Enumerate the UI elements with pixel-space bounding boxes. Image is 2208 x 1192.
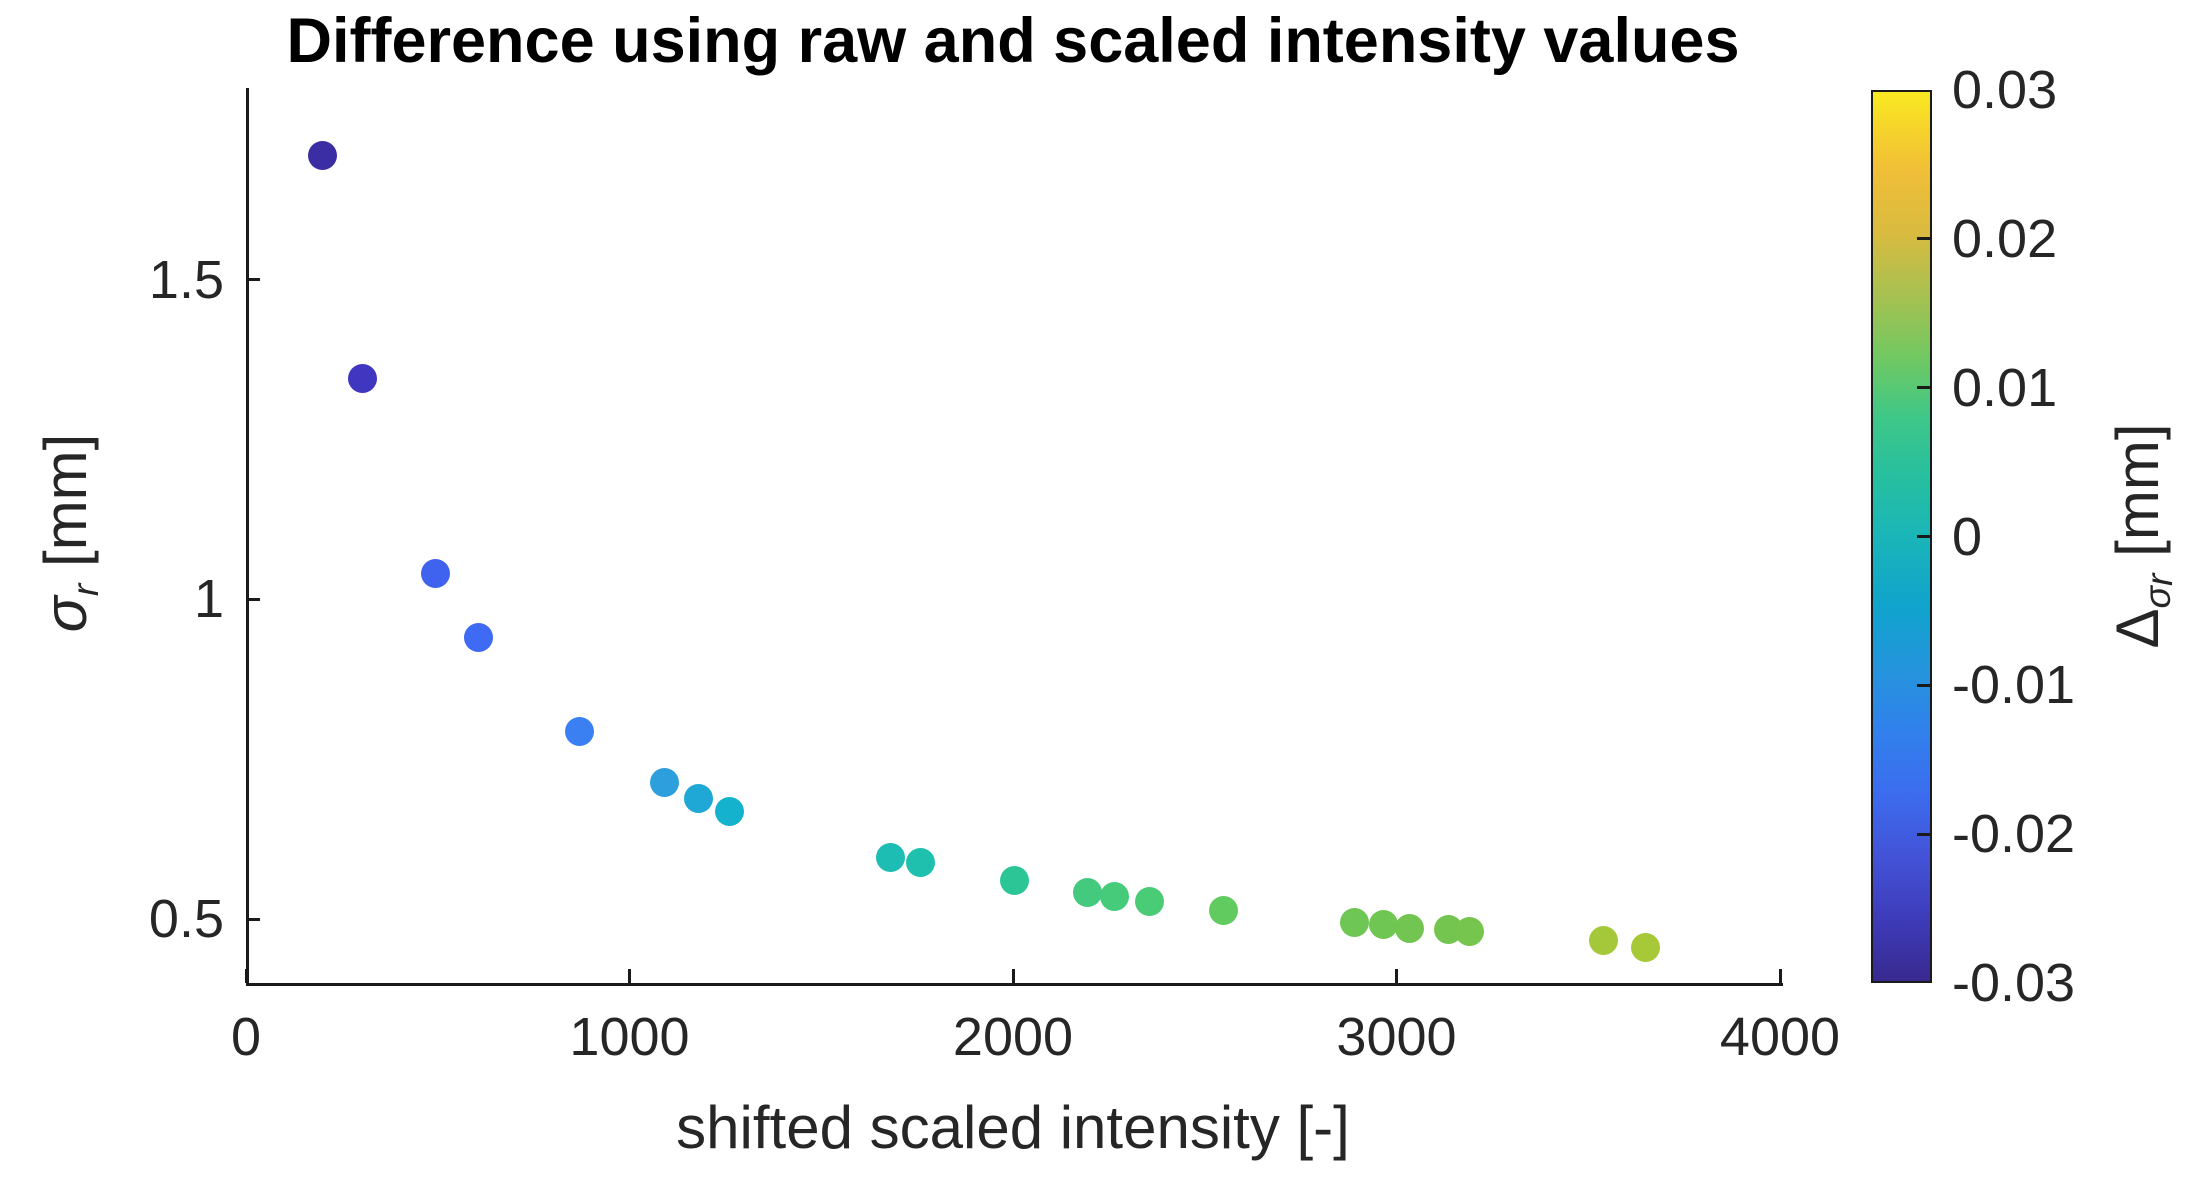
scatter-point bbox=[1134, 886, 1164, 916]
scatter-point bbox=[1395, 913, 1425, 943]
scatter-point bbox=[1000, 865, 1030, 895]
colorbar-tick-label: 0 bbox=[1952, 506, 1983, 567]
x-tick-mark bbox=[628, 969, 631, 983]
scatter-point bbox=[906, 848, 936, 878]
scatter-point bbox=[649, 767, 679, 797]
scatter-point bbox=[684, 784, 714, 814]
colorbar-tick-mark bbox=[1917, 683, 1930, 687]
x-tick-label: 3000 bbox=[1336, 1007, 1457, 1067]
scatter-point bbox=[1339, 907, 1369, 937]
y-tick-mark bbox=[246, 278, 260, 282]
y-axis-label: σr[mm] bbox=[30, 283, 106, 783]
colorbar-tick-label: 0.02 bbox=[1952, 208, 2058, 269]
y-tick-label: 0.5 bbox=[148, 889, 224, 950]
x-tick-label: 4000 bbox=[1719, 1007, 1841, 1067]
colorbar-tick-label: -0.03 bbox=[1952, 953, 2076, 1013]
colorbar-label-subscript: σ bbox=[2135, 586, 2178, 609]
x-tick-mark bbox=[1395, 969, 1398, 983]
colorbar-tick-label: 0.03 bbox=[1952, 60, 2058, 120]
y-tick-mark bbox=[246, 597, 260, 601]
colorbar-tick-label: 0.01 bbox=[1952, 357, 2058, 418]
scatter-point bbox=[348, 364, 378, 394]
colorbar-label-subsubscript: r bbox=[2138, 573, 2181, 586]
colorbar-label-symbol: Δ bbox=[2104, 608, 2171, 649]
x-tick-mark bbox=[1011, 969, 1015, 983]
y-tick-label: 1 bbox=[193, 569, 224, 630]
scatter-point bbox=[875, 842, 905, 872]
colorbar-tick-mark bbox=[1917, 832, 1930, 836]
colorbar-tick-mark bbox=[1917, 535, 1930, 538]
scatter-point bbox=[1368, 910, 1398, 940]
chart-title: Difference using raw and scaled intensit… bbox=[286, 6, 1740, 76]
x-axis-label: shifted scaled intensity [-] bbox=[676, 1094, 1350, 1161]
colorbar-tick-label: -0.02 bbox=[1952, 804, 2076, 865]
x-tick-label: 2000 bbox=[952, 1007, 1074, 1067]
y-axis-label-unit: [mm] bbox=[32, 433, 99, 567]
y-tick-label: 1.5 bbox=[148, 249, 224, 310]
scatter-point bbox=[1073, 877, 1103, 907]
scatter-point bbox=[1454, 917, 1484, 947]
x-tick-mark bbox=[244, 969, 248, 983]
scatter-point bbox=[714, 796, 744, 826]
scatter-point bbox=[308, 141, 338, 171]
x-tick-label: 0 bbox=[230, 1007, 262, 1067]
scatter-point bbox=[1631, 932, 1661, 962]
x-tick-mark bbox=[1778, 969, 1782, 983]
x-tick-label: 1000 bbox=[569, 1007, 690, 1067]
y-tick-mark bbox=[246, 917, 260, 921]
scatter-point bbox=[1589, 925, 1619, 955]
scatter-point bbox=[421, 558, 451, 588]
scatter-point bbox=[1100, 882, 1130, 912]
plot-area bbox=[246, 88, 1783, 986]
colorbar-tick-mark bbox=[1917, 237, 1930, 241]
scatter-point bbox=[1209, 895, 1239, 925]
scatter-point bbox=[463, 623, 493, 653]
scatter-point bbox=[565, 717, 595, 747]
colorbar-tick-mark bbox=[1917, 386, 1930, 390]
colorbar-tick-label: -0.01 bbox=[1952, 655, 2076, 716]
